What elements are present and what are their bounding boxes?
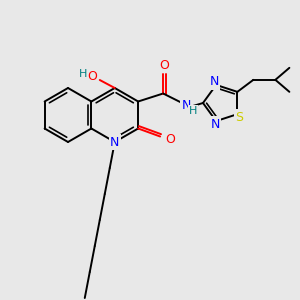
Text: N: N bbox=[182, 99, 191, 112]
Text: H: H bbox=[79, 69, 87, 79]
Text: H: H bbox=[189, 106, 197, 116]
Text: N: N bbox=[209, 75, 219, 88]
Text: O: O bbox=[87, 70, 97, 83]
Text: O: O bbox=[159, 59, 169, 72]
Text: N: N bbox=[210, 118, 220, 130]
Text: N: N bbox=[110, 136, 119, 148]
Text: S: S bbox=[236, 111, 243, 124]
Text: O: O bbox=[165, 133, 175, 146]
